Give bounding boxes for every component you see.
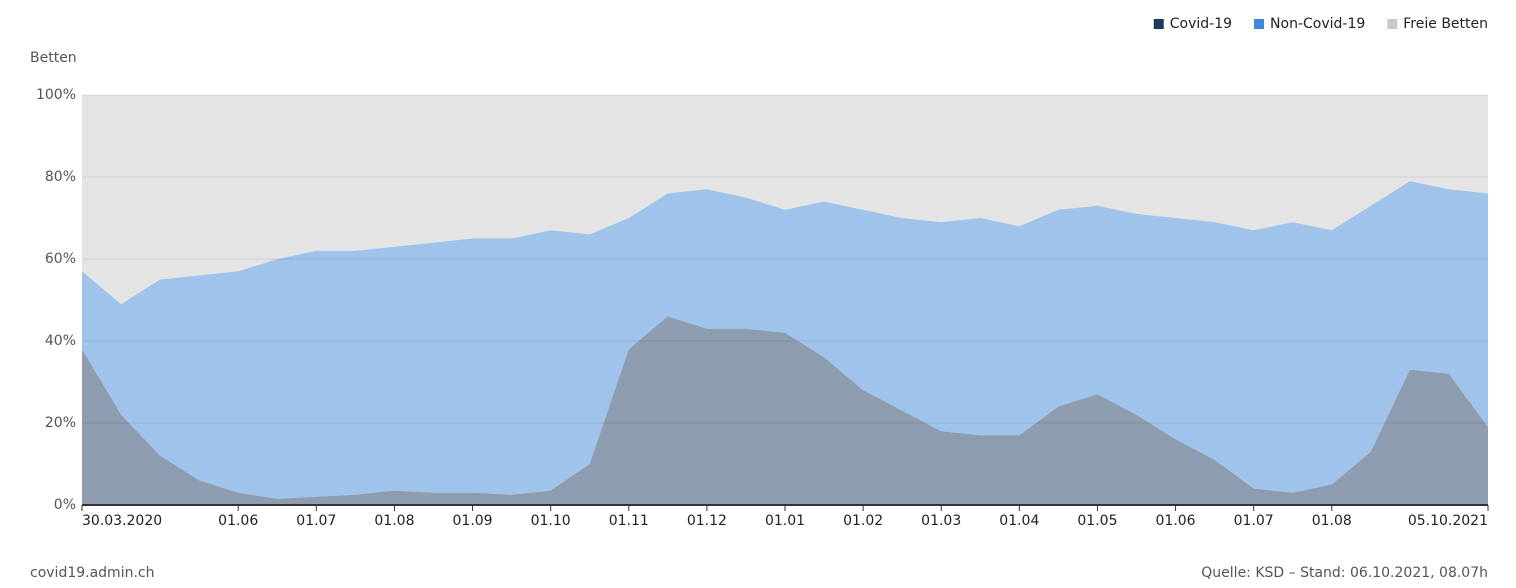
x-tick-label: 30.03.2020 [82,513,162,529]
y-tick-label: 100% [36,87,76,103]
legend-label: Freie Betten [1403,16,1488,32]
area [82,95,1488,305]
x-tick-label: 05.10.2021 [1408,513,1488,529]
x-tick-label: 01.08 [374,513,414,529]
x-tick-label: 01.10 [531,513,571,529]
x-tick-label: 01.08 [1312,513,1352,529]
x-tick-label: 01.03 [921,513,961,529]
source-site: covid19.admin.ch [30,565,154,581]
y-axis-label: Betten [30,50,77,66]
x-tick-label: 01.05 [1077,513,1117,529]
y-tick-label: 60% [45,251,76,267]
x-tick-label: 01.07 [1234,513,1274,529]
x-tick-label: 01.07 [296,513,336,529]
y-tick-label: 20% [45,415,76,431]
legend-label: Non-Covid-19 [1270,16,1365,32]
legend-swatch [1254,19,1265,29]
x-tick-label: 01.02 [843,513,883,529]
y-tick-label: 0% [54,497,76,513]
legend-swatch [1387,19,1398,29]
x-tick-label: 01.04 [999,513,1039,529]
x-tick-label: 01.06 [1156,513,1196,529]
x-tick-label: 01.01 [765,513,805,529]
x-tick-label: 01.11 [609,513,649,529]
area [82,181,1488,499]
y-tick-label: 40% [45,333,76,349]
legend-swatch [1153,19,1164,29]
y-tick-label: 80% [45,169,76,185]
x-tick-label: 01.12 [687,513,727,529]
source-note: Quelle: KSD – Stand: 06.10.2021, 08.07h [1201,565,1488,581]
x-tick-label: 01.06 [218,513,258,529]
area [82,316,1488,505]
x-tick-label: 01.09 [453,513,493,529]
legend-label: Covid-19 [1170,16,1232,32]
